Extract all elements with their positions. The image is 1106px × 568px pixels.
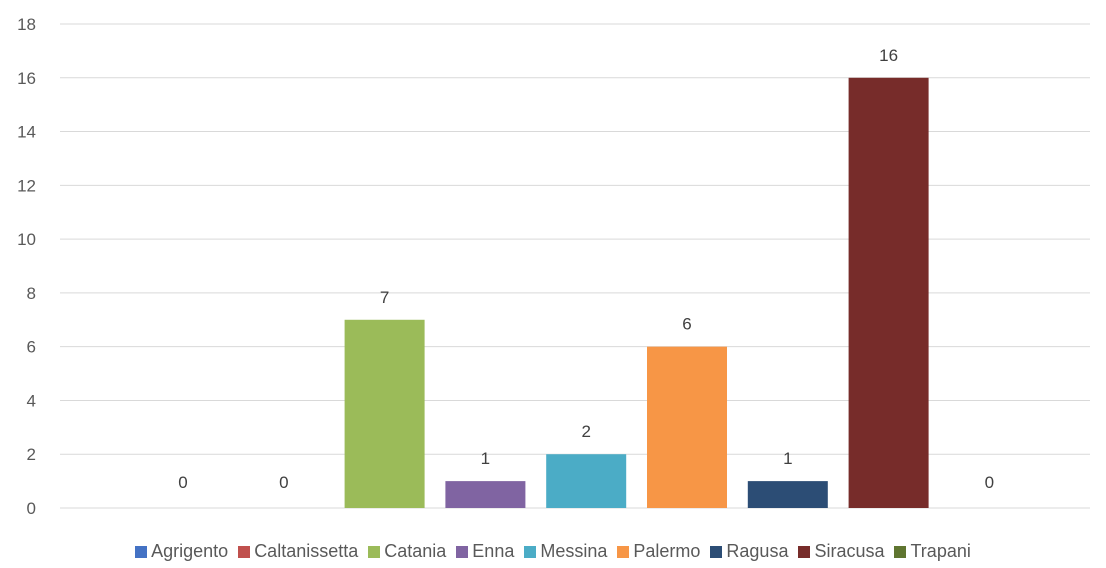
legend-item-siracusa: Siracusa: [798, 541, 884, 562]
legend-item-messina: Messina: [524, 541, 607, 562]
y-axis-ticks: 0 2 4 6 8 10 12 14 16 18: [17, 15, 36, 518]
legend-label: Palermo: [633, 541, 701, 561]
y-tick-label: 10: [17, 230, 36, 249]
y-tick-label: 4: [27, 391, 36, 410]
bar-ragusa: [747, 481, 828, 508]
data-label-trapani: 0: [985, 473, 994, 492]
data-label-messina: 2: [581, 422, 590, 441]
legend-swatch: [238, 545, 251, 558]
gridlines: [60, 23, 1090, 509]
legend-swatch: [798, 545, 811, 558]
bar-palermo: [647, 346, 727, 508]
legend-swatch: [135, 545, 148, 558]
data-label-agrigento: 0: [178, 473, 187, 492]
legend-label: Messina: [540, 541, 608, 561]
legend-item-agrigento: Agrigento: [135, 541, 228, 562]
bar-enna: [445, 481, 526, 508]
data-label-ragusa: 1: [783, 449, 792, 468]
y-tick-label: 6: [27, 338, 36, 357]
y-tick-label: 18: [17, 15, 36, 34]
bar-messina: [546, 454, 627, 508]
bar-catania: [344, 319, 425, 508]
legend-swatch: [456, 545, 469, 558]
legend-item-trapani: Trapani: [894, 541, 971, 562]
legend-item-catania: Catania: [368, 541, 446, 562]
y-tick-label: 12: [17, 176, 36, 195]
legend-swatch: [617, 545, 630, 558]
legend-swatch: [368, 545, 381, 558]
legend-swatch: [524, 545, 537, 558]
data-label-catania: 7: [380, 288, 389, 307]
legend-label: Catania: [384, 541, 447, 561]
legend-item-enna: Enna: [456, 541, 514, 562]
legend-item-caltanissetta: Caltanissetta: [238, 541, 358, 562]
legend-swatch: [710, 545, 723, 558]
data-labels: 0 0 7 1 2 6 1 16 0: [178, 46, 994, 492]
data-label-palermo: 6: [682, 315, 691, 334]
legend-label: Siracusa: [814, 541, 885, 561]
legend-label: Caltanissetta: [254, 541, 359, 561]
legend-item-ragusa: Ragusa: [710, 541, 788, 562]
chart-legend: Agrigento Caltanissetta Catania Enna Messina…: [0, 541, 1106, 562]
y-tick-label: 2: [27, 445, 36, 464]
bars: [344, 77, 929, 509]
legend-swatch: [894, 545, 907, 558]
data-label-enna: 1: [481, 449, 490, 468]
legend-label: Agrigento: [151, 541, 229, 561]
y-tick-label: 14: [17, 123, 36, 142]
y-tick-label: 0: [27, 499, 36, 518]
data-label-caltanissetta: 0: [279, 473, 288, 492]
legend-item-palermo: Palermo: [617, 541, 700, 562]
y-tick-label: 16: [17, 69, 36, 88]
y-tick-label: 8: [27, 284, 36, 303]
bar-siracusa: [848, 77, 929, 509]
legend-label: Ragusa: [726, 541, 789, 561]
data-label-siracusa: 16: [879, 46, 898, 65]
legend-label: Trapani: [910, 541, 971, 561]
legend-label: Enna: [472, 541, 515, 561]
